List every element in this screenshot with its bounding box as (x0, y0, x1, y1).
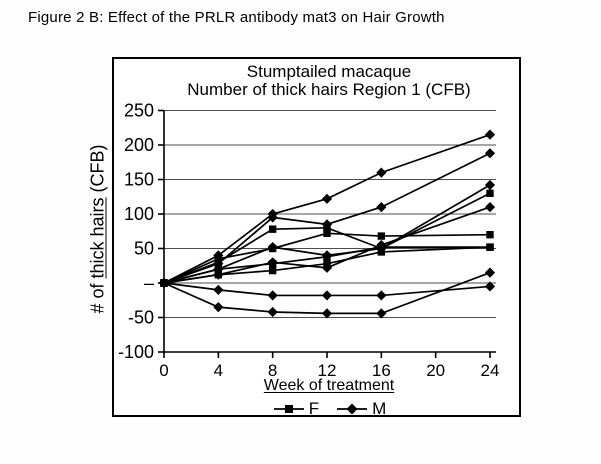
series-line-M-5 (163, 282, 491, 297)
marker-F-3-w4 (214, 265, 223, 273)
marker-F-1-w24 (486, 189, 494, 197)
marker-M-6-w8 (267, 306, 278, 318)
series-line-F-3 (163, 246, 490, 284)
marker-F-2-w12 (323, 229, 331, 238)
legend: F M (162, 399, 496, 419)
y-tick-label--50: -50 (128, 308, 154, 328)
y-tick-label-50: 50 (134, 239, 154, 259)
figure-caption: Figure 2 B: Effect of the PRLR antibody … (28, 9, 445, 26)
marker-M-6-w12 (321, 308, 333, 319)
marker-M-5-w4 (213, 284, 224, 295)
marker-F-3-w8 (268, 259, 277, 268)
y-tick-label-0: – (144, 273, 154, 293)
y-axis-label: # of thick hairs (CFB) (88, 144, 109, 313)
x-tick-label-4: 4 (214, 361, 223, 380)
marker-F-4-w16 (377, 248, 386, 256)
chart-frame: Stumptailed macaque Number of thick hair… (112, 57, 521, 419)
marker-M-2-w24 (484, 148, 496, 159)
marker-M-4-w24 (484, 202, 496, 213)
y-tick-label-100: 100 (124, 204, 154, 224)
marker-M-6-w4 (213, 302, 224, 313)
x-axis-label-wrap: Week of treatment (162, 377, 496, 395)
marker-F-3-w12 (323, 253, 331, 261)
marker-F-2-w24 (486, 231, 494, 239)
x-tick-label-8: 8 (268, 361, 277, 380)
marker-F-1-w8 (268, 225, 277, 233)
marker-F-1-w12 (323, 224, 331, 232)
legend-item-m: M (335, 399, 386, 419)
marker-M-1-w16 (376, 167, 387, 178)
marker-F-4-w4 (214, 271, 223, 279)
chart-title: Stumptailed macaque Number of thick hair… (162, 63, 496, 99)
legend-item-f: F (272, 399, 319, 419)
series-line-M-6 (163, 271, 491, 315)
marker-M-5-w24 (484, 281, 496, 292)
series-line-M-1 (163, 133, 491, 284)
y-tick-label-150: 150 (124, 170, 154, 190)
x-tick-label-20: 20 (426, 361, 445, 380)
x-tick-label-0: 0 (159, 361, 168, 380)
marker-F-2-w4 (214, 255, 223, 263)
marker-M-5-w16 (376, 290, 387, 301)
marker-M-2-w16 (376, 202, 387, 213)
series-line-F-4 (163, 246, 491, 284)
y-axis-label-prefix: # of (87, 278, 108, 314)
chart-title-line2: Number of thick hairs Region 1 (CFB) (187, 80, 471, 99)
marker-F-2-w16 (377, 232, 386, 240)
m-diamond-marker-icon (337, 403, 368, 415)
x-tick-label-16: 16 (372, 361, 391, 380)
y-tick-label--100: -100 (118, 342, 154, 362)
y-tick-label-250: 250 (124, 101, 154, 121)
marker-M-3-w24 (484, 179, 496, 191)
marker-M-2-w8 (267, 212, 278, 223)
marker-M-1-w12 (321, 193, 333, 204)
x-tick-label-24: 24 (481, 361, 500, 380)
series-line-F-1 (163, 192, 491, 284)
chart-title-line1: Stumptailed macaque (246, 62, 412, 81)
marker-M-5-w12 (321, 290, 333, 301)
x-axis-label: Week of treatment (263, 377, 395, 394)
legend-label-f: F (308, 399, 320, 418)
marker-F-4-w0 (160, 279, 168, 287)
marker-M-6-w24 (484, 267, 496, 278)
marker-F-3-w16 (377, 243, 386, 251)
x-tick-label-12: 12 (318, 361, 337, 380)
marker-F-4-w8 (268, 266, 277, 275)
series-line-F-2 (163, 232, 491, 284)
y-axis-label-underlined: thick hairs (87, 197, 108, 279)
legend-label-m: M (372, 399, 387, 418)
series-line-M-2 (163, 152, 491, 284)
marker-M-1-w24 (484, 129, 496, 140)
marker-F-4-w24 (486, 243, 494, 251)
marker-F-4-w12 (323, 259, 331, 268)
f-square-marker-icon (273, 405, 304, 413)
y-axis-label-suffix: (CFB) (87, 144, 108, 198)
marker-M-6-w16 (376, 308, 387, 319)
line-plot: 250 200 150 100 50 – -50 -100 0 4 8 12 16 20 24 (118, 101, 500, 381)
marker-F-2-w8 (268, 244, 277, 253)
y-tick-label-200: 200 (124, 135, 154, 155)
marker-M-5-w8 (267, 290, 278, 301)
